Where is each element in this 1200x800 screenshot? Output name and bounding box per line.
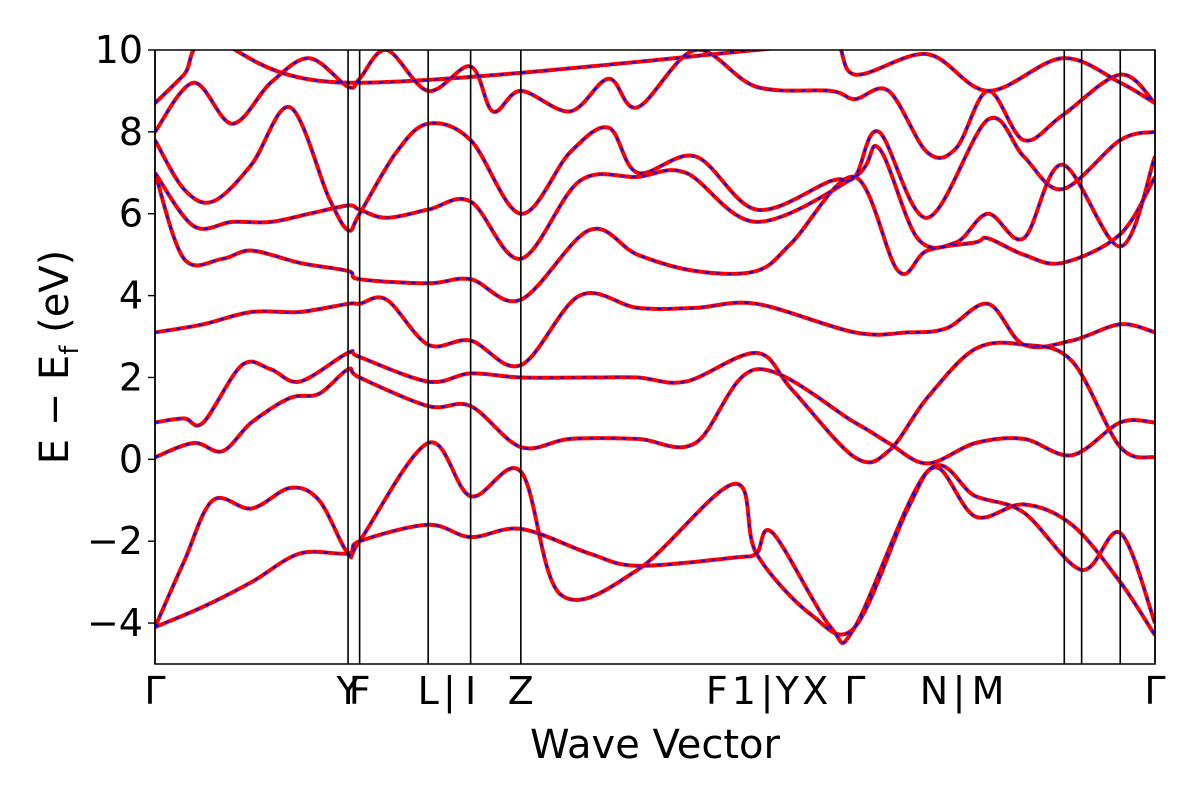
plot-area	[155, 50, 1155, 664]
x-tick-label-7: F	[706, 669, 728, 713]
x-tick-label-5: I	[465, 669, 476, 713]
x-axis-ticks: Γ YF L | I Z F 1 | Y X Γ N | M Γ	[144, 669, 1165, 714]
x-tick-label-1: Y	[335, 669, 360, 713]
x-tick-label-11: X	[802, 669, 828, 713]
y-tick-label-1: −2	[87, 519, 143, 563]
plot-frame	[154, 49, 1156, 665]
y-axis-title-main: E − E	[32, 355, 78, 465]
y-tick-label-4: 4	[119, 274, 143, 318]
x-tick-label-8: 1	[732, 669, 756, 713]
x-tick-label-3: L	[418, 669, 439, 713]
y-tick-label-2: 0	[119, 437, 143, 481]
y-tick-label-7: 10	[95, 28, 143, 72]
x-tick-label-14: |	[953, 669, 966, 714]
y-tick-label-6: 8	[119, 110, 143, 154]
y-tick-label-0: −4	[87, 601, 143, 645]
x-tick-label-2: F	[349, 669, 371, 713]
y-tick-label-3: 2	[119, 355, 143, 399]
band-line-blue-dashed-4	[155, 292, 1155, 368]
y-tick-label-5: 6	[119, 192, 143, 236]
x-tick-label-4: |	[443, 669, 456, 714]
band-line-blue-dashed-3	[155, 341, 1155, 464]
band-line-red-1	[155, 440, 1155, 637]
band-line-blue-dashed-6	[155, 145, 1155, 260]
y-axis-title-sub: f	[55, 345, 85, 355]
x-axis-title: Wave Vector	[530, 722, 781, 768]
x-tick-label-10: Y	[775, 669, 800, 713]
band-line-red-9	[155, 50, 1155, 105]
y-axis-title: E − Ef (eV)	[32, 250, 85, 465]
y-axis-title-unit: (eV)	[32, 250, 78, 346]
x-tick-label-16: Γ	[1144, 669, 1165, 713]
band-line-blue-dashed-0	[155, 464, 1155, 644]
x-tick-label-0: Γ	[144, 669, 165, 713]
x-tick-label-15: M	[972, 669, 1005, 713]
band-line-red-8	[155, 50, 1155, 160]
x-tick-label-13: N	[920, 669, 948, 713]
band-lines-group	[155, 50, 1155, 645]
x-tick-label-6: Z	[508, 669, 534, 713]
band-line-blue-dashed-2	[155, 367, 1155, 465]
band-line-blue-dashed-7	[155, 106, 1155, 232]
y-axis-ticks: −4 −2 0 2 4 6 8 10	[87, 28, 155, 645]
band-line-blue-dashed-5	[155, 172, 1155, 303]
x-tick-label-12: Γ	[844, 669, 865, 713]
x-tick-label-9: |	[761, 669, 774, 714]
